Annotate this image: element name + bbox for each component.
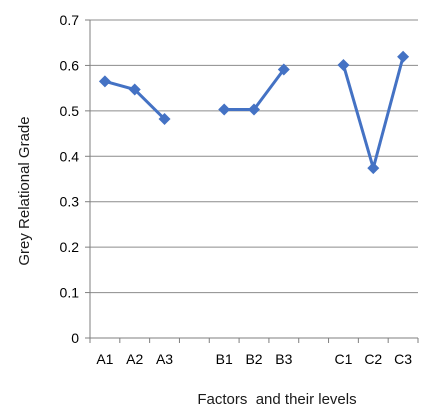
y-axis-title: Grey Relational Grade <box>16 116 33 265</box>
data-point-a3 <box>158 113 171 126</box>
x-tick-label-a1: A1 <box>96 351 113 367</box>
data-point-a2 <box>128 83 141 96</box>
x-tick-label-b1: B1 <box>216 351 233 367</box>
x-tick-label-c1: C1 <box>335 351 353 367</box>
y-tick-label-5: 0.5 <box>60 103 80 119</box>
data-point-c2 <box>367 162 380 175</box>
axes <box>85 19 419 343</box>
x-tick-label-b2: B2 <box>245 351 262 367</box>
x-axis-title: Factors and their levels <box>197 391 356 408</box>
y-tick-label-4: 0.4 <box>60 148 80 164</box>
y-tick-label-3: 0.3 <box>60 194 80 210</box>
x-tick-label-c3: C3 <box>394 351 412 367</box>
data-point-c1 <box>337 58 350 71</box>
data-point-b2 <box>248 103 260 116</box>
y-tick-label-6: 0.6 <box>60 57 80 73</box>
y-tick-label-1: 0.1 <box>60 285 80 301</box>
x-tick-label-c2: C2 <box>364 351 382 367</box>
data-point-b3 <box>277 63 290 76</box>
x-tick-label-a3: A3 <box>156 351 173 367</box>
x-tick-label-b3: B3 <box>275 351 292 367</box>
x-tick-label-a2: A2 <box>126 351 143 367</box>
y-tick-label-7: 0.7 <box>60 12 80 28</box>
y-tick-label-0: 0 <box>71 330 79 346</box>
data-point-c3 <box>397 50 410 63</box>
y-tick-labels: 0 0.1 0.2 0.3 0.4 0.5 0.6 0.7 <box>60 12 80 346</box>
data-point-b1 <box>218 103 231 116</box>
x-tick-labels: A1 A2 A3 B1 B2 B3 C1 C2 C3 <box>96 351 412 367</box>
y-tick-label-2: 0.2 <box>60 239 80 255</box>
data-series <box>98 50 410 175</box>
series-line-3 <box>342 56 405 170</box>
data-point-a1 <box>98 75 111 88</box>
